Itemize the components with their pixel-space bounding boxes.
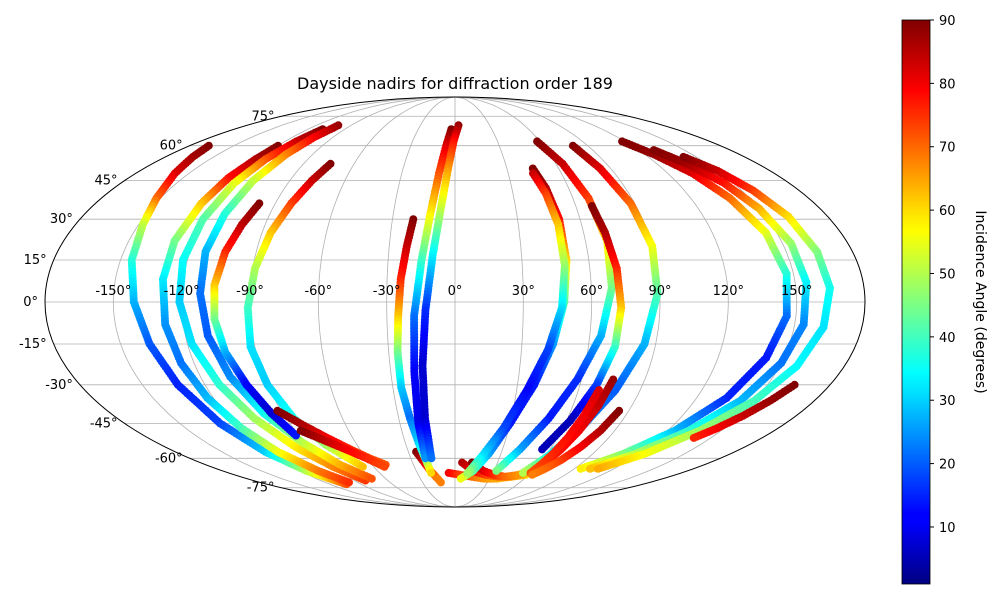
colorbar-gradient [901, 19, 931, 585]
track-series [689, 380, 799, 442]
track-point [427, 468, 436, 477]
longitude-tick-label: -120° [164, 284, 200, 299]
colorbar-tick-label: 10 [939, 521, 956, 536]
latitude-tick-label: -60° [155, 451, 183, 466]
colorbar-tick-label: 50 [939, 267, 956, 282]
track-point [427, 454, 436, 463]
latitude-tick-label: 60° [160, 139, 183, 154]
latitude-tick-label: 75° [251, 109, 274, 124]
track-series [210, 199, 300, 440]
latitude-tick-label: -30° [45, 378, 73, 393]
track-series [463, 169, 569, 477]
track-point [367, 474, 376, 483]
colorbar-tick-label: 30 [939, 394, 956, 409]
latitude-tick-label: 0° [23, 295, 38, 310]
track-point [586, 464, 594, 473]
track-point [519, 468, 527, 477]
track-point [456, 474, 465, 483]
latitude-tick-label: 30° [50, 212, 73, 227]
track-point [528, 470, 537, 479]
longitude-tick-label: 150° [781, 284, 812, 299]
track-point [492, 466, 501, 475]
latitude-tick-label: 15° [24, 253, 47, 268]
colorbar-tick-label: 20 [939, 458, 956, 473]
latitude-tick-label: -15° [19, 337, 47, 352]
track-point [689, 433, 698, 442]
colorbar-tick-label: 90 [939, 14, 956, 29]
colorbar-label: Incidence Angle (degrees) [972, 210, 988, 393]
colorbar: 10 20 30 40 50 60 70 80 90 Incidence Angle (degr… [901, 14, 988, 585]
track-series [594, 152, 834, 473]
longitude-tick-label: 60° [580, 284, 603, 299]
track-series [175, 125, 370, 485]
data-tracks [127, 121, 834, 489]
colorbar-tick-label: 80 [939, 77, 956, 92]
track-series [296, 426, 389, 471]
colorbar-tick-label: 40 [939, 331, 956, 346]
longitude-tick-label: -90° [236, 284, 264, 299]
track-series [418, 121, 463, 463]
track-series [158, 141, 353, 487]
track-point [345, 478, 353, 487]
track-point [594, 464, 602, 473]
latitude-tick-label: -75° [247, 481, 275, 496]
track-series [528, 406, 624, 479]
longitude-tick-label: 120° [713, 284, 744, 299]
track-point [358, 462, 367, 471]
latitude-tick-labels: -75° -60° -45° -30° -15° 0° 15° 30° 45° 60° 75° [19, 109, 275, 495]
track-series [196, 121, 376, 483]
longitude-tick-label: 90° [648, 284, 671, 299]
latitude-tick-label: -45° [90, 416, 118, 431]
track-point [436, 478, 445, 487]
longitude-tick-label: 0° [448, 284, 463, 299]
longitude-tick-labels: -150° -120° -90° -60° -30° 0° 30° 60° 90° 120° 150… [95, 284, 812, 299]
track-series [127, 141, 351, 489]
longitude-tick-label: -30° [373, 284, 401, 299]
track-point [538, 445, 547, 454]
colorbar-tick-label: 60 [939, 204, 956, 219]
longitude-tick-label: -60° [304, 284, 332, 299]
track-point [380, 462, 389, 471]
track-series [538, 202, 626, 454]
chart-title: Dayside nadirs for diffraction order 189 [297, 74, 613, 93]
latitude-tick-label: 45° [95, 174, 118, 189]
track-point [576, 464, 585, 473]
track-series [519, 141, 662, 477]
longitude-tick-label: 30° [512, 284, 535, 299]
graticule [45, 96, 865, 508]
longitude-tick-label: -150° [95, 284, 131, 299]
map-boundary [44, 96, 866, 508]
colorbar-tick-label: 70 [939, 141, 956, 156]
colorbar-ticks: 10 20 30 40 50 60 70 80 90 [930, 14, 956, 536]
track-point [463, 468, 472, 477]
